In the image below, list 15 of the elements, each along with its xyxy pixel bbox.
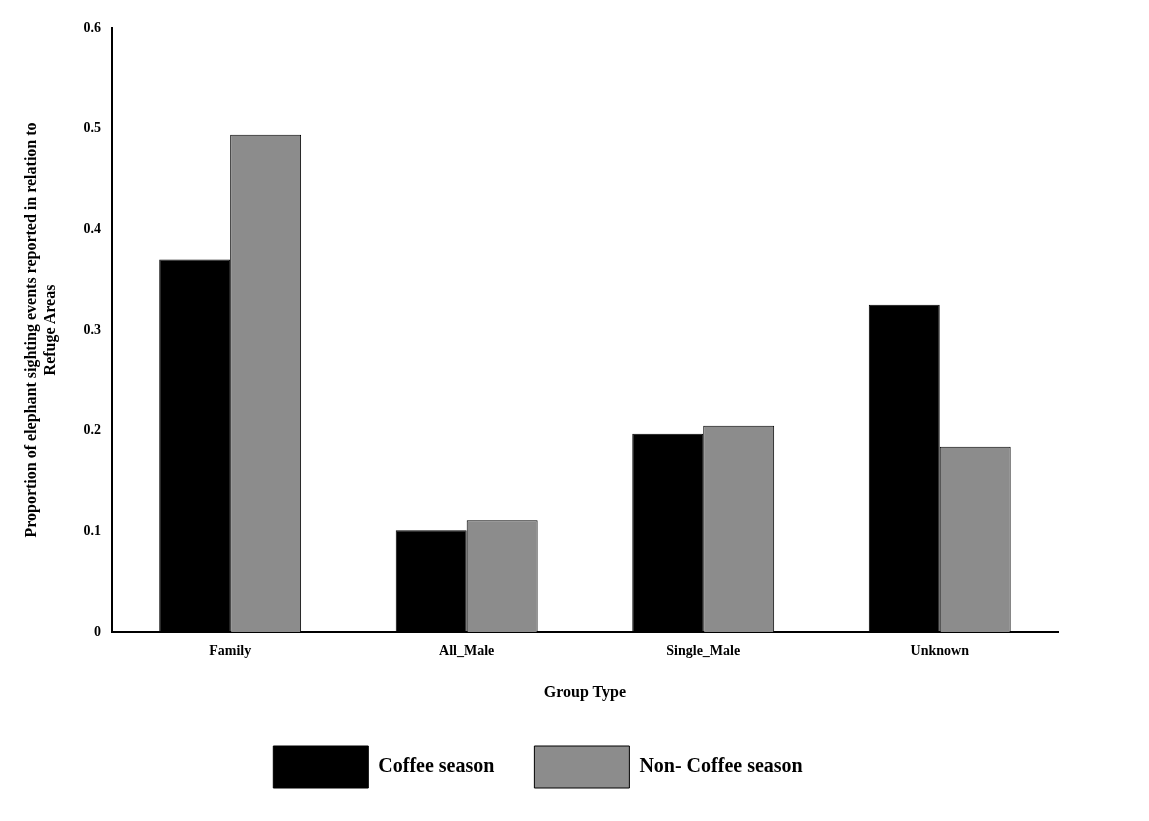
x-tick-label: Family bbox=[209, 643, 252, 659]
y-tick-label: 0.6 bbox=[83, 19, 101, 35]
y-tick-label: 0.2 bbox=[83, 422, 101, 438]
y-axis-title: Proportion of elephant sighting events reported in relation to Refuge Areas bbox=[21, 122, 59, 538]
y-tick-label: 0.4 bbox=[83, 220, 101, 236]
x-axis-title: Group Type bbox=[543, 682, 627, 701]
legend-label: Coffee season bbox=[378, 754, 495, 777]
y-tick-label: 0.5 bbox=[83, 120, 101, 136]
y-tick-label: 0.1 bbox=[83, 522, 101, 538]
x-tick-label: All_Male bbox=[439, 643, 495, 659]
y-tick-label: 0 bbox=[93, 623, 101, 639]
y-tick-label: 0.3 bbox=[83, 321, 101, 337]
legend-label: Non- Coffee season bbox=[639, 754, 803, 777]
x-tick-label: Unknown bbox=[910, 643, 970, 659]
x-tick-label: Single_Male bbox=[666, 643, 741, 659]
